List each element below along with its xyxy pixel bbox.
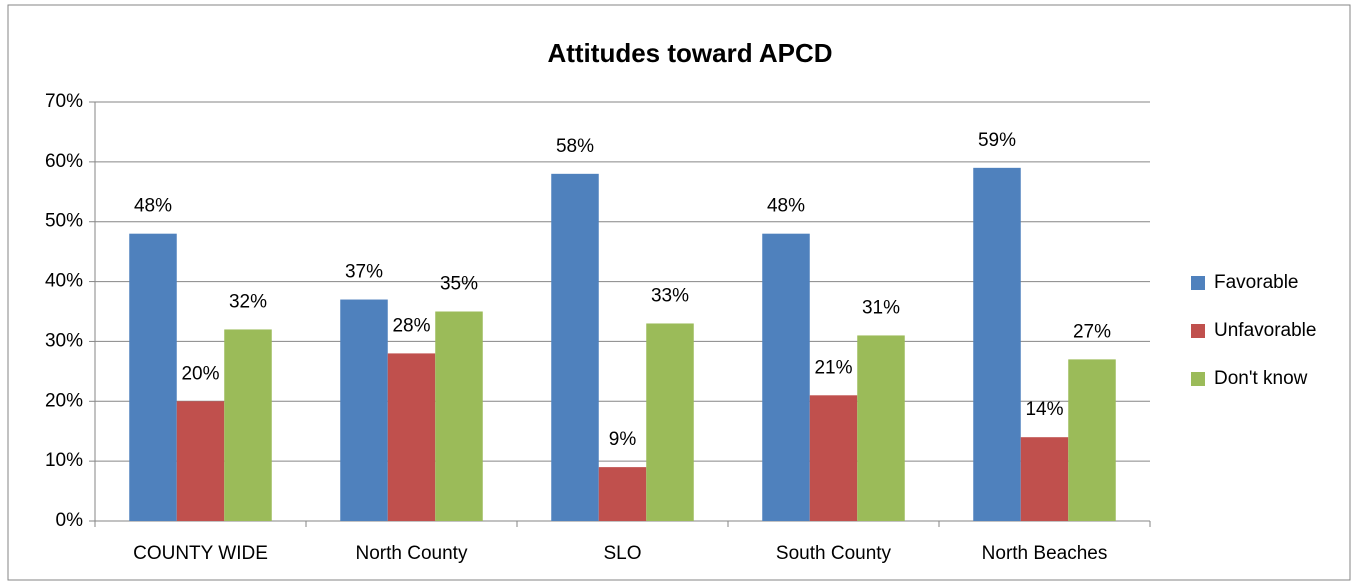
bar bbox=[646, 323, 694, 521]
bar bbox=[435, 311, 483, 521]
bar bbox=[551, 173, 599, 522]
data-label: 20% bbox=[181, 363, 219, 384]
data-label: 58% bbox=[556, 136, 594, 157]
data-label: 48% bbox=[134, 196, 172, 217]
data-label: 14% bbox=[1025, 399, 1063, 420]
data-label: 21% bbox=[814, 357, 852, 378]
bar bbox=[809, 395, 858, 521]
data-label: 9% bbox=[609, 429, 637, 450]
bar bbox=[176, 401, 225, 521]
x-tick-label: North County bbox=[356, 543, 468, 564]
bar bbox=[973, 167, 1021, 522]
legend-swatch bbox=[1191, 276, 1205, 290]
bar bbox=[387, 353, 436, 521]
data-label: 48% bbox=[767, 196, 805, 217]
y-tick-label: 0% bbox=[56, 510, 84, 531]
x-tick-label: North Beaches bbox=[982, 543, 1108, 564]
x-tick-label: COUNTY WIDE bbox=[133, 543, 268, 564]
y-tick-label: 20% bbox=[45, 390, 83, 411]
data-label: 35% bbox=[440, 274, 478, 295]
bar bbox=[598, 467, 647, 521]
bar bbox=[1020, 437, 1069, 521]
bar bbox=[224, 329, 272, 521]
data-label: 59% bbox=[978, 130, 1016, 151]
x-tick-label: SLO bbox=[603, 543, 641, 564]
data-label: 32% bbox=[229, 291, 267, 312]
y-tick-label: 60% bbox=[45, 151, 83, 172]
y-tick-label: 70% bbox=[45, 91, 83, 112]
y-tick-label: 30% bbox=[45, 330, 83, 351]
data-label: 31% bbox=[862, 297, 900, 318]
bar bbox=[857, 335, 905, 521]
y-tick-label: 40% bbox=[45, 271, 83, 292]
x-tick-label: South County bbox=[776, 543, 892, 564]
bar bbox=[762, 233, 810, 521]
legend-label: Don't know bbox=[1214, 368, 1308, 389]
legend-label: Unfavorable bbox=[1214, 320, 1316, 341]
data-label: 37% bbox=[345, 262, 383, 283]
bar bbox=[1068, 359, 1116, 521]
legend-swatch bbox=[1191, 324, 1205, 338]
legend-swatch bbox=[1191, 372, 1205, 386]
data-label: 33% bbox=[651, 285, 689, 306]
data-label: 27% bbox=[1073, 321, 1111, 342]
bar bbox=[340, 299, 388, 521]
data-label: 28% bbox=[392, 315, 430, 336]
chart-title: Attitudes toward APCD bbox=[547, 38, 832, 68]
bar bbox=[129, 233, 177, 521]
y-tick-label: 50% bbox=[45, 211, 83, 232]
y-tick-label: 10% bbox=[45, 450, 83, 471]
legend-label: Favorable bbox=[1214, 272, 1299, 293]
